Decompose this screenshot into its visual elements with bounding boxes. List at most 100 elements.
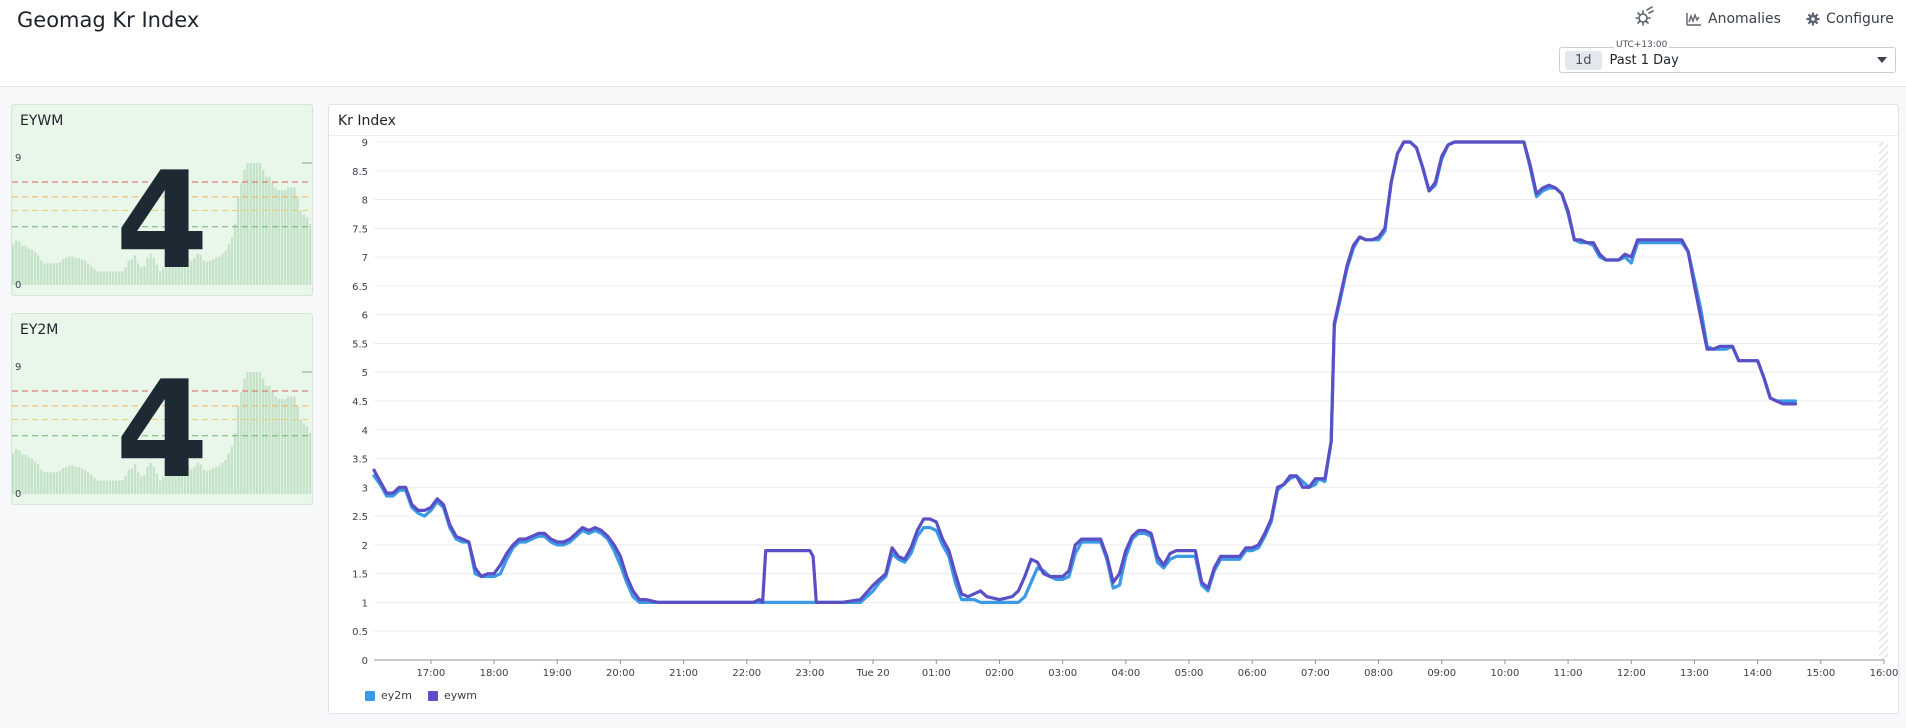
history-bar xyxy=(283,399,287,494)
history-bar xyxy=(124,267,127,285)
time-range-label: Past 1 Day xyxy=(1609,52,1679,68)
history-bar xyxy=(149,462,152,494)
panel-divider xyxy=(329,135,1898,136)
anomalies-icon xyxy=(1686,12,1701,26)
history-bar xyxy=(49,472,52,494)
history-bar xyxy=(215,466,218,494)
tile-ey2m[interactable]: 9 0 4 EY2M xyxy=(11,313,313,505)
page-title: Geomag Kr Index xyxy=(17,8,200,32)
history-bar xyxy=(83,260,87,285)
x-tick-label: 23:00 xyxy=(796,668,825,679)
history-bar xyxy=(262,169,265,285)
history-bar xyxy=(80,468,84,494)
history-bar xyxy=(112,271,115,285)
x-tick-label: 08:00 xyxy=(1364,668,1393,679)
x-tick-label: 16:00 xyxy=(1870,668,1898,679)
tile-value: 4 xyxy=(115,143,208,295)
x-tick-label: 03:00 xyxy=(1048,668,1077,679)
y-tick-label: 5 xyxy=(362,368,368,379)
history-bar xyxy=(143,266,146,285)
x-tick-label: 13:00 xyxy=(1680,668,1709,679)
tile-title: EY2M xyxy=(20,322,59,338)
history-bar xyxy=(190,469,193,494)
history-bar xyxy=(230,237,234,285)
tile-axis-max: 9 xyxy=(15,153,21,164)
history-bar xyxy=(12,244,15,285)
history-bar xyxy=(296,405,299,494)
history-bar xyxy=(165,264,168,285)
history-bar xyxy=(127,260,130,285)
history-bar xyxy=(124,476,127,494)
history-bar xyxy=(287,396,290,494)
history-bar xyxy=(62,468,65,494)
history-bar xyxy=(93,477,96,494)
tile-axis-min: 0 xyxy=(15,280,21,291)
history-bar xyxy=(221,253,224,285)
series-line-ey2m[interactable] xyxy=(372,140,1798,604)
y-tick-label: 1.5 xyxy=(352,570,368,581)
series-line-eywm[interactable] xyxy=(372,140,1798,604)
history-bar xyxy=(58,470,62,494)
history-bar xyxy=(105,271,109,285)
history-bar xyxy=(71,465,74,494)
history-bar xyxy=(77,466,80,494)
history-bar xyxy=(43,472,46,494)
history-bar xyxy=(265,385,268,494)
x-tick-label: 19:00 xyxy=(543,668,572,679)
history-bar xyxy=(271,181,274,285)
history-bar xyxy=(30,249,34,285)
satellite-icon xyxy=(1635,6,1654,26)
history-bar xyxy=(130,259,134,285)
y-tick-label: 7 xyxy=(362,253,368,264)
history-bar xyxy=(305,426,309,494)
history-bar xyxy=(90,475,93,494)
kr-index-panel: Kr Index 0 0.5 1 1.5 2 2.5 3 3.5 4 4.5 5 5.5 6 6.5 7 7.… xyxy=(328,104,1899,714)
history-bar xyxy=(212,468,215,494)
history-bar xyxy=(96,480,99,494)
tile-axis-min: 0 xyxy=(15,489,21,500)
x-tick-label: 15:00 xyxy=(1806,668,1835,679)
x-tick-label: 14:00 xyxy=(1743,668,1772,679)
history-bar xyxy=(152,257,155,285)
time-range-picker[interactable]: 1d Past 1 Day xyxy=(1559,47,1896,73)
tile-title: EYWM xyxy=(20,113,64,129)
history-bar xyxy=(15,449,18,494)
legend-item-ey2m[interactable]: ey2m xyxy=(365,689,412,702)
history-bar xyxy=(74,257,77,285)
history-bar xyxy=(196,462,199,494)
history-bar xyxy=(99,480,102,494)
x-tick-label: 05:00 xyxy=(1175,668,1204,679)
legend-item-eywm[interactable]: eywm xyxy=(428,689,477,702)
x-tick-label: 12:00 xyxy=(1617,668,1646,679)
configure-button[interactable]: Configure xyxy=(1806,8,1894,30)
anomalies-button[interactable]: Anomalies xyxy=(1686,8,1781,30)
tile-sparkline: 9 0 4 xyxy=(12,352,312,504)
history-bar xyxy=(46,472,49,494)
history-bar xyxy=(118,480,121,494)
history-bar xyxy=(40,260,43,285)
satellite-icon-button[interactable] xyxy=(1632,4,1658,30)
history-bar xyxy=(205,261,209,285)
history-bar xyxy=(80,259,84,285)
legend-swatch-ey2m xyxy=(365,690,375,701)
tile-axis-max: 9 xyxy=(15,362,21,373)
history-bar xyxy=(296,196,299,285)
history-bar xyxy=(277,399,280,494)
history-bar xyxy=(305,217,309,285)
history-bar xyxy=(227,244,230,285)
y-tick-label: 8.5 xyxy=(352,167,368,178)
anomalies-label: Anomalies xyxy=(1708,11,1781,27)
tile-eywm[interactable]: 9 0 4 EYWM xyxy=(11,104,313,296)
history-bar xyxy=(58,261,62,285)
history-bar xyxy=(99,271,102,285)
history-bar xyxy=(65,466,68,494)
history-bar xyxy=(280,190,284,285)
history-bar xyxy=(121,480,124,494)
x-tick-label: 20:00 xyxy=(606,668,635,679)
kr-index-chart[interactable]: 0 0.5 1 1.5 2 2.5 3 3.5 4 4.5 5 5.5 6 6.5 7 7.5 8 8.5 9 17:… xyxy=(329,105,1898,685)
history-bar xyxy=(174,259,177,285)
chart-legend: ey2m eywm xyxy=(365,689,477,702)
history-bar xyxy=(240,392,243,494)
history-bar xyxy=(180,473,184,494)
legend-label: ey2m xyxy=(381,689,412,702)
